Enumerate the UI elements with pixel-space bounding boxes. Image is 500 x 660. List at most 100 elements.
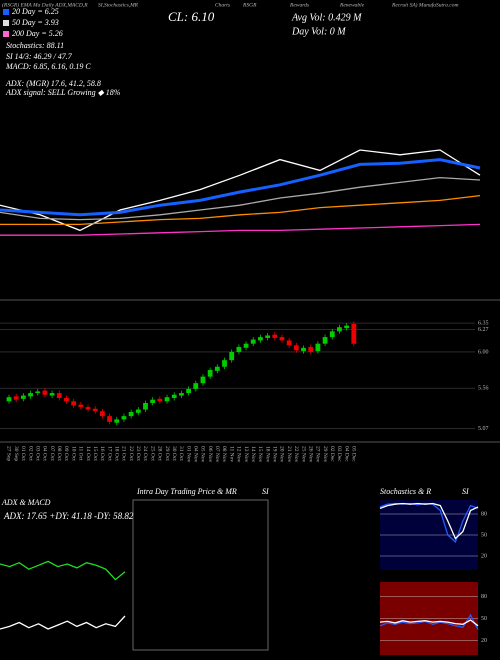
series-line	[0, 149, 481, 232]
candle-body	[301, 347, 306, 352]
header-text: Recruit SA) MunafaSutra.com	[391, 1, 458, 8]
x-tick-label: 30 Oct	[171, 446, 177, 461]
series-line	[0, 560, 126, 581]
x-tick-label: 17 Oct	[106, 446, 112, 461]
x-tick-label: 12 Nov	[236, 446, 242, 463]
day-volume: Day Vol: 0 M	[291, 26, 346, 37]
x-tick-label: 07 Nov	[214, 446, 220, 463]
candle-body	[135, 409, 141, 413]
x-tick-label: 23 Oct	[135, 446, 141, 461]
candle-body	[6, 397, 12, 402]
y-tick-label: 50	[481, 616, 487, 622]
intraday-box	[132, 499, 269, 651]
candle-body	[315, 343, 321, 352]
x-tick-label: 11 Oct	[78, 446, 84, 461]
x-tick-label: 29 Nov	[322, 446, 328, 463]
x-tick-label: 31 Oct	[178, 446, 184, 461]
candle-body	[322, 337, 328, 344]
panel-title: ADX & MACD	[1, 498, 51, 507]
y-tick-label: 20	[481, 553, 487, 559]
candle-body	[179, 393, 184, 396]
x-tick-label: 15 Oct	[92, 446, 98, 461]
x-tick-label: 04 Nov	[193, 446, 199, 463]
y-tick-label: 5.07	[478, 426, 489, 432]
candle-body	[121, 416, 127, 420]
info-text: Stochastics: 88.11	[6, 41, 64, 50]
candle-body	[286, 340, 292, 346]
candle-body	[171, 394, 177, 399]
series-line	[0, 194, 481, 226]
candle-body	[99, 411, 105, 417]
candle-body	[92, 408, 98, 412]
candle-body	[200, 376, 206, 384]
x-tick-label: 02 Dec	[329, 446, 335, 462]
panel-title: Intra Day Trading Price & MR	[136, 487, 237, 496]
candle-body	[114, 419, 120, 423]
legend-text: 200 Day = 5.26	[12, 29, 63, 38]
info-text: ADX: (MGR) 17.6, 41.2, 58.8	[5, 79, 101, 88]
candle-body	[28, 393, 33, 397]
x-tick-label: 28 Oct	[157, 446, 163, 461]
x-tick-label: 25 Oct	[149, 446, 155, 461]
candle-body	[164, 397, 170, 402]
x-tick-label: 08 Nov	[221, 446, 227, 463]
x-tick-label: 13 Nov	[243, 446, 249, 463]
candle-body	[308, 346, 314, 352]
candle-body	[150, 399, 156, 403]
avg-volume: Avg Vol: 0.429 M	[291, 12, 362, 23]
header-text: Rewards	[289, 2, 309, 8]
x-tick-label: 21 Nov	[286, 446, 292, 463]
x-tick-label: 18 Nov	[264, 446, 270, 463]
x-tick-label: 24 Oct	[142, 446, 148, 461]
candle-body	[71, 401, 77, 406]
header-text: RSGR	[242, 2, 257, 8]
x-tick-label: 14 Nov	[250, 446, 256, 463]
candle-body	[56, 393, 62, 399]
series-line	[0, 223, 481, 236]
x-tick-label: 10 Oct	[70, 446, 76, 461]
x-tick-label: 14 Oct	[85, 446, 91, 461]
candle-body	[351, 323, 357, 344]
candle-body	[243, 343, 249, 348]
legend-text: 20 Day = 6.25	[12, 7, 59, 16]
candle-body	[128, 412, 134, 417]
candle-body	[222, 360, 227, 367]
x-tick-label: 26 Nov	[307, 446, 313, 463]
y-tick-label: 6.00	[478, 349, 489, 355]
candle-body	[85, 407, 91, 410]
x-tick-label: 30 Sep	[13, 446, 19, 461]
candle-body	[229, 351, 235, 361]
panel-title: SI	[262, 487, 269, 496]
x-tick-label: 07 Oct	[49, 446, 55, 461]
candle-body	[157, 398, 163, 402]
y-tick-label: 5.56	[478, 386, 489, 392]
legend-marker	[3, 20, 9, 26]
candle-body	[143, 402, 148, 410]
info-text: ADX signal: SELL Growing ◆ 18%	[5, 88, 121, 97]
candle-body	[337, 327, 342, 332]
candle-body	[329, 331, 335, 338]
candle-body	[42, 390, 48, 395]
x-tick-label: 27 Nov	[315, 446, 321, 463]
info-text: SI 14/3: 46.29 / 47.7	[6, 52, 73, 61]
x-tick-label: 27 Sep	[6, 446, 12, 461]
x-tick-label: 01 Nov	[185, 446, 191, 463]
legend-text: 50 Day = 3.93	[12, 18, 59, 27]
series-line	[379, 502, 479, 540]
x-tick-label: 04 Oct	[42, 446, 48, 461]
series-line	[379, 619, 479, 627]
x-tick-label: 04 Dec	[343, 446, 349, 462]
legend-marker	[3, 31, 9, 37]
x-tick-label: 22 Oct	[128, 446, 134, 461]
x-tick-label: 19 Nov	[272, 446, 278, 463]
candle-body	[49, 393, 55, 396]
x-tick-label: 11 Nov	[228, 446, 234, 462]
x-tick-label: 03 Dec	[336, 446, 342, 462]
x-tick-label: 09 Oct	[63, 446, 69, 461]
candle-body	[35, 391, 41, 394]
y-tick-label: 80	[481, 511, 487, 517]
candle-body	[20, 395, 26, 399]
y-tick-label: 50	[481, 532, 487, 538]
y-tick-label: 6.35	[478, 320, 489, 326]
